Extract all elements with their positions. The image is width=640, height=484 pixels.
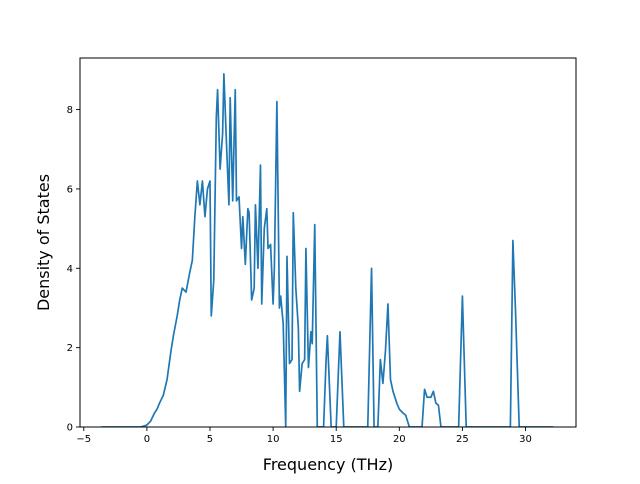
y-tick-label: 4 — [67, 264, 73, 275]
x-axis-ticks: −5 0 5 10 15 20 25 30 — [76, 427, 532, 445]
x-tick-label: 25 — [456, 434, 469, 445]
plot-frame — [79, 57, 577, 428]
x-tick-label: 10 — [267, 434, 280, 445]
x-tick-label: 0 — [144, 434, 150, 445]
x-tick-label: 15 — [330, 434, 343, 445]
x-axis-label: Frequency (THz) — [263, 455, 393, 474]
y-tick-label: 2 — [67, 343, 73, 354]
y-tick-label: 6 — [67, 184, 73, 195]
dos-series-line-0 — [101, 73, 554, 427]
x-tick-label: 30 — [519, 434, 532, 445]
plot-area — [101, 73, 554, 427]
y-tick-label: 8 — [67, 105, 73, 116]
x-tick-label: −5 — [76, 434, 91, 445]
y-tick-label: 0 — [67, 423, 73, 434]
y-axis-label: Density of States — [34, 174, 53, 311]
x-tick-label: 20 — [393, 434, 406, 445]
x-tick-label: 5 — [207, 434, 213, 445]
y-axis-ticks: 0 2 4 6 8 — [67, 105, 80, 434]
